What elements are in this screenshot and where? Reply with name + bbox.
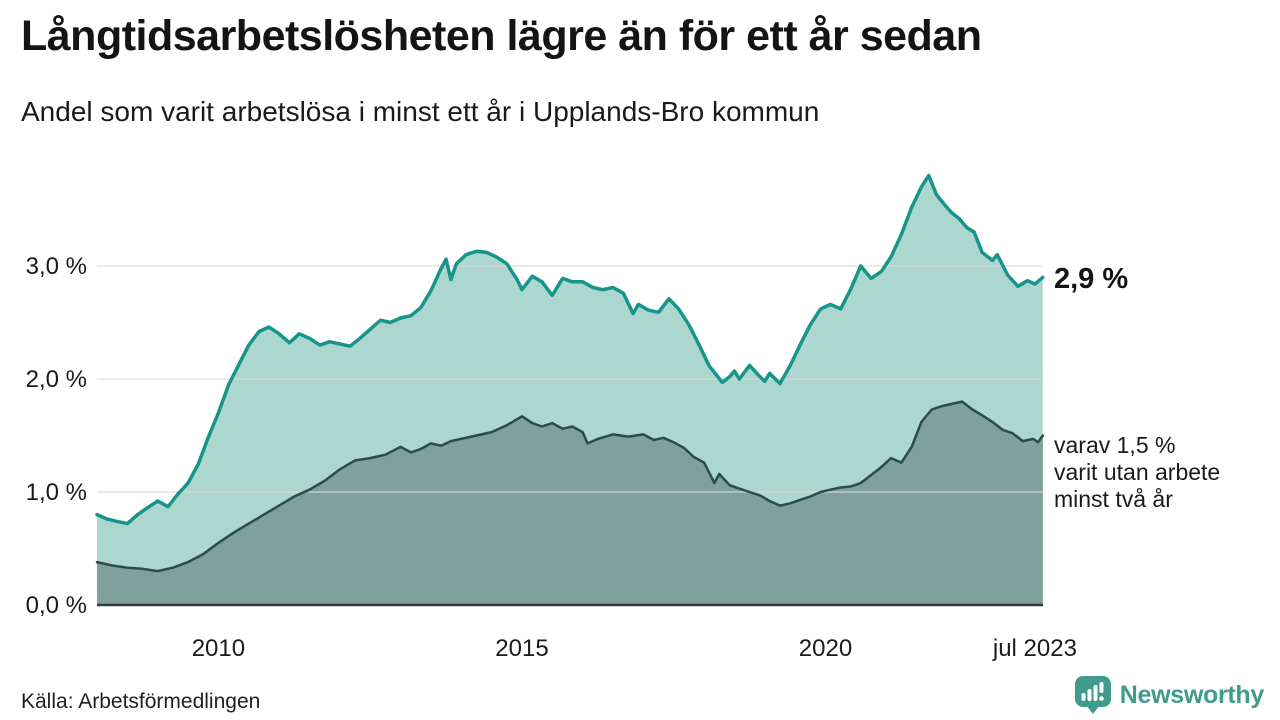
chart-subtitle: Andel som varit arbetslösa i minst ett å… [21, 96, 820, 127]
x-tick-label-2010: 2010 [192, 635, 245, 662]
end-value-secondary-line1: varav 1,5 % [1054, 432, 1176, 458]
end-value-secondary-line2: varit utan arbete [1054, 459, 1221, 485]
brand-name: Newsworthy [1119, 680, 1265, 709]
source-attribution: Källa: Arbetsförmedlingen [21, 690, 261, 713]
y-tick-label-1: 1,0 % [26, 479, 87, 506]
y-tick-label-0: 0,0 % [26, 592, 87, 619]
line-series-1 [95, 173, 1045, 526]
area-fill-series-2 [97, 401, 1043, 605]
x-tick-label-2015: 2015 [495, 635, 548, 662]
x-tick-label-2020: 2020 [799, 635, 852, 662]
end-value-label-secondary: varav 1,5 % varit utan arbete minst två … [1054, 432, 1220, 513]
end-value-label-total: 2,9 % [1054, 263, 1129, 295]
newsworthy-pin-icon [1074, 676, 1111, 714]
y-tick-label-2: 2,0 % [26, 366, 87, 393]
x-tick-label-jul-2023: jul 2023 [992, 635, 1077, 662]
page-title: Långtidsarbetslösheten lägre än för ett … [21, 12, 982, 60]
brand-logo: Newsworthy [1074, 675, 1264, 715]
line-series-2 [95, 400, 1045, 573]
y-tick-label-3: 3,0 % [26, 253, 87, 280]
bar-chart-glyph [1081, 682, 1104, 701]
end-value-secondary-line3: minst två år [1054, 486, 1173, 512]
